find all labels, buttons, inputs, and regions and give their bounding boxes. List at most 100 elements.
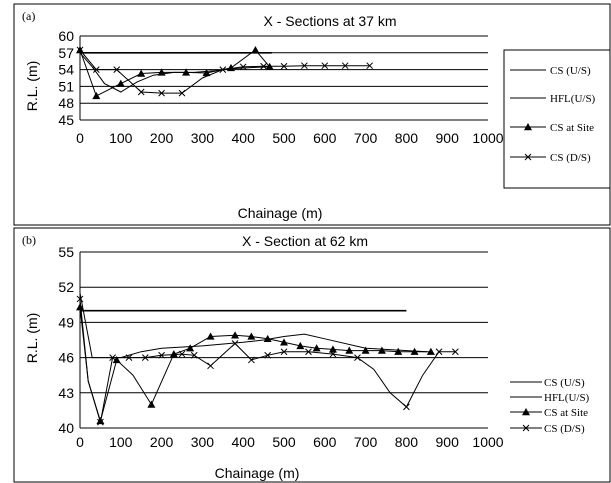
legend-marker-4 [522,424,530,432]
series-4-marker [207,362,214,370]
series-4-marker [264,351,272,359]
series-3-marker [112,355,121,364]
series-4-marker [113,66,121,73]
series-4-marker [403,403,410,411]
series-4-marker [158,89,165,97]
x-tick-label: 400 [232,130,256,146]
series-3-marker [328,345,337,353]
x-tick-label: 0 [76,130,84,146]
legend-label-1: CS (U/S) [544,377,585,389]
series-3-marker [116,79,125,87]
series-4-marker [97,418,104,426]
series-4-marker [141,354,149,361]
legend-label-1: CS (U/S) [550,65,591,77]
y-tick-label: 55 [58,244,74,260]
series-3-marker [251,46,260,54]
series-4-marker [125,354,133,361]
x-tick-label: 500 [272,434,296,450]
y-tick-label: 40 [58,420,74,436]
series-4-marker [158,351,165,359]
series-3-marker [280,338,288,346]
y-tick-label: 60 [58,28,74,44]
y-tick-label: 46 [58,350,74,366]
series-3-marker [263,334,272,343]
legend-label-3: CS at Site [550,122,594,134]
x-tick-label: 800 [395,130,419,146]
legend-label-3: CS at Site [544,407,588,419]
legend-marker-4 [524,153,532,161]
x-tick-label: 600 [313,130,337,146]
panel-b-letter: (b) [22,233,36,247]
series-4-marker [305,348,312,356]
series-3-marker [312,344,321,352]
x-tick-label: 200 [150,130,174,146]
panel-a-title: X - Sections at 37 km [263,13,396,29]
series-3-marker [92,91,101,100]
x-tick-label: 700 [354,434,378,450]
legend-label-2: HFL(U/S) [544,392,590,404]
x-tick-label: 200 [150,434,174,450]
series-4-marker [366,62,374,70]
series-4-marker [341,62,349,70]
series-line-1 [79,293,427,359]
panel-b-plot: 40 43 46 49 52 55 0 100 200 300 400 500 600 700 800 900… [58,244,503,450]
series-3-marker [377,346,386,354]
series-3-marker [361,346,370,354]
series-4-marker [76,46,84,54]
legend-marker-3 [522,408,530,416]
series-4-marker [178,350,186,358]
panel-b-legend: CS (U/S) HFL(U/S) CS at Site CS (D/S) [510,377,590,435]
y-tick-label: 43 [58,385,74,401]
panel-b-xlabel: Chainage (m) [215,465,300,481]
legend-label-4: CS (D/S) [544,423,585,435]
x-tick-label: 100 [109,434,133,450]
panel-a-legend-box [503,49,611,189]
x-tick-label: 800 [395,434,419,450]
series-4-marker [452,348,459,356]
panel-b-frame [13,227,611,483]
series-3-marker [169,350,178,358]
series-4-marker [219,66,227,73]
series-4-marker [260,62,267,70]
x-tick-label: 700 [354,130,378,146]
panel-a-letter: (a) [22,9,35,23]
y-tick-label: 45 [58,112,74,128]
series-3-marker [202,68,211,77]
series-3-marker [206,332,215,340]
series-3-marker [231,331,240,339]
series-3-marker [157,68,166,76]
x-tick-label: 300 [191,434,215,450]
panel-b: (b) X - Section at 62 km R.L. (m) Chaina… [13,227,611,483]
y-tick-label: 54 [58,62,74,78]
panel-a: (a) X - Sections at 37 km R.L. (m) Chain… [13,3,611,226]
x-tick-label: 500 [272,130,296,146]
panel-a-xlabel: Chainage (m) [238,205,323,221]
series-3-marker [226,63,235,72]
series-3-marker [410,347,419,355]
panel-b-title: X - Section at 62 km [242,233,368,249]
series-4-marker [137,88,145,96]
series-4-marker [248,356,255,364]
series-line-4 [79,49,370,94]
series-line-3 [79,307,431,423]
series-3-marker [345,346,354,354]
y-tick-label: 51 [58,78,74,94]
panel-b-ylabel: R.L. (m) [24,313,40,364]
series-4-marker [435,348,443,356]
series-3-marker [76,303,84,311]
series-4-marker [76,295,84,303]
series-4-marker [280,62,288,70]
y-tick-label: 57 [58,45,74,61]
series-3-marker [296,341,305,350]
series-4-marker [92,66,100,73]
panel-a-ylabel: R.L. (m) [24,61,40,112]
series-4-marker [178,89,186,97]
panel-a-legend: CS (U/S) HFL(U/S) CS at Site CS (D/S) [503,49,611,189]
x-tick-label: 400 [232,434,256,450]
y-tick-label: 49 [58,314,74,330]
legend-label-2: HFL(U/S) [550,93,596,105]
x-tick-label: 1000 [472,130,503,146]
series-3-marker [137,69,146,77]
